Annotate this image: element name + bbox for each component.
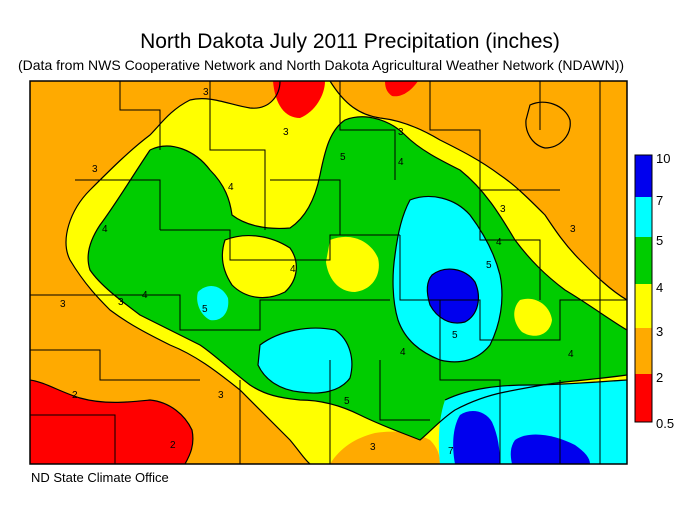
- region-5-7-west: [197, 286, 229, 321]
- region-0-5-2-north: [273, 81, 325, 118]
- precipitation-fill: [30, 81, 627, 464]
- contour-label: 5: [202, 304, 208, 315]
- legend-label: 5: [656, 233, 664, 248]
- contour-label: 5: [340, 152, 346, 163]
- map-title: North Dakota July 2011 Precipitation (in…: [140, 30, 560, 53]
- contour-label: 3: [370, 442, 376, 453]
- contour-label: 3: [398, 127, 404, 138]
- contour-label: 4: [496, 237, 502, 248]
- contour-label: 3: [500, 204, 506, 215]
- contour-label: 3: [60, 299, 66, 310]
- legend-swatch-0-5-2: [635, 374, 652, 422]
- region-7-10-southeast-corner: [510, 434, 590, 464]
- region-2-3-northeast: [330, 81, 627, 300]
- region-0-5-2-northeast: [385, 81, 418, 97]
- region-3-4-center-east: [326, 236, 379, 292]
- legend-label: 2: [656, 370, 664, 385]
- contour-label: 5: [486, 260, 492, 271]
- contour-label: 4: [290, 264, 296, 275]
- contour-label: 3: [203, 87, 209, 98]
- region-2-3-south: [330, 431, 440, 464]
- legend-swatch-3-4: [635, 284, 652, 328]
- credit-text: ND State Climate Office: [31, 470, 169, 485]
- contour-label: 3: [118, 297, 124, 308]
- contour-label: 2: [170, 440, 176, 451]
- contour-label: 4: [102, 224, 108, 235]
- region-3-4-east: [514, 298, 552, 336]
- contour-label: 2: [72, 390, 78, 401]
- legend-swatch-4-5: [635, 237, 652, 284]
- contour-label: 3: [570, 224, 576, 235]
- contour-label: 3: [92, 164, 98, 175]
- contour-label: 4: [398, 157, 404, 168]
- legend-swatch-7-10: [635, 155, 652, 197]
- legend-swatch-5-7: [635, 197, 652, 237]
- contour-label: 3: [218, 390, 224, 401]
- legend-label: 10: [656, 151, 671, 166]
- county-boundaries: [29, 80, 628, 465]
- legend: [634, 154, 653, 423]
- contour-label: 4: [142, 290, 148, 301]
- contour-number-labels: 3 3 3 3 3 3 3 3 3 3 2 2 4 4 4 4 4 4 4 4 …: [60, 87, 576, 457]
- contour-label: 5: [344, 396, 350, 407]
- region-0-5-2-southwest: [30, 380, 193, 464]
- region-3-4-center: [222, 235, 297, 298]
- legend-swatch-2-3: [635, 328, 652, 374]
- contour-label: 4: [228, 182, 234, 193]
- contour-label: 3: [283, 127, 289, 138]
- contour-lines: [30, 81, 627, 464]
- contour-label: 7: [448, 446, 454, 457]
- legend-label: 4: [656, 280, 664, 295]
- legend-label: 0.5: [656, 416, 675, 431]
- legend-label: 3: [656, 324, 664, 339]
- contour-label: 5: [452, 330, 458, 341]
- map-subtitle: (Data from NWS Cooperative Network and N…: [18, 57, 625, 73]
- legend-frame: [634, 154, 653, 423]
- region-5-7-southwest: [258, 328, 352, 394]
- contour-label: 4: [400, 347, 406, 358]
- region-7-10-southeast: [453, 410, 500, 464]
- legend-label: 7: [656, 193, 664, 208]
- contour-label: 4: [568, 349, 574, 360]
